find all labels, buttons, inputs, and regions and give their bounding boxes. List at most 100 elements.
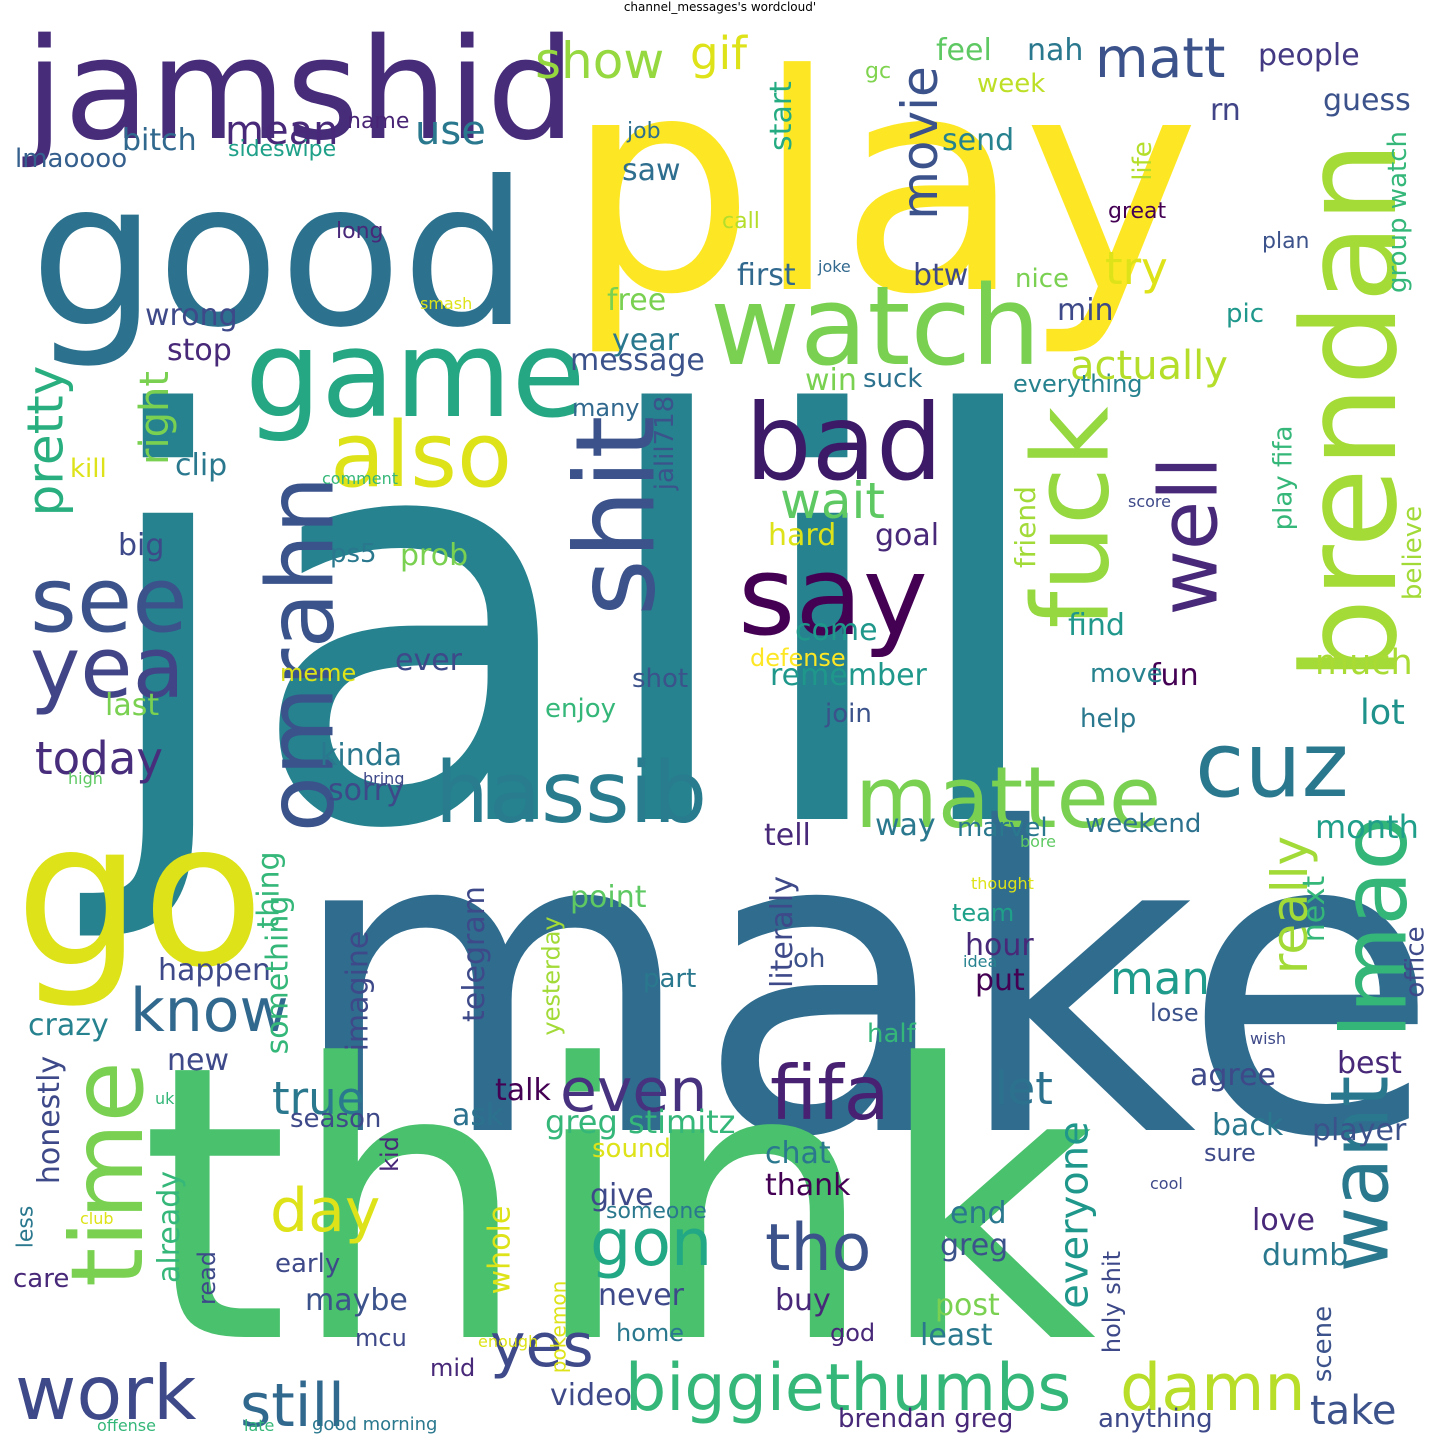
- word-buy: buy: [775, 1283, 831, 1318]
- word-help: help: [1080, 704, 1137, 734]
- word-sorry: sorry: [328, 773, 404, 808]
- word-video: video: [550, 1378, 632, 1413]
- word-home: home: [616, 1319, 685, 1347]
- word-sure: sure: [1204, 1139, 1256, 1167]
- word-score: score: [1128, 492, 1171, 511]
- word-enough: enough: [478, 1332, 539, 1351]
- word-high: high: [68, 769, 103, 788]
- word-try: try: [1105, 242, 1168, 295]
- word-read: read: [192, 1250, 221, 1306]
- word-mean: mean: [225, 108, 339, 154]
- word-clip: clip: [175, 448, 228, 483]
- word-maybe: maybe: [305, 1283, 408, 1318]
- word-use: use: [415, 108, 486, 154]
- word-call: call: [722, 209, 760, 234]
- word-anything: anything: [1098, 1404, 1213, 1434]
- word-dumb: dumb: [1262, 1238, 1349, 1273]
- word-put: put: [975, 963, 1025, 998]
- word-much: much: [1315, 643, 1413, 683]
- word-move: move: [1090, 659, 1163, 689]
- word-long: long: [336, 219, 384, 244]
- word-go: go: [15, 779, 265, 1012]
- word-kid: kid: [376, 1136, 404, 1172]
- word-min: min: [1057, 293, 1114, 328]
- word-part: part: [643, 964, 697, 994]
- word-year: year: [612, 323, 679, 358]
- word-chat: chat: [765, 1136, 831, 1171]
- word-yes: yes: [490, 1311, 594, 1381]
- word-god: god: [830, 1319, 876, 1347]
- word-office: office: [1401, 926, 1431, 998]
- word-find: find: [1068, 608, 1125, 643]
- word-meme: meme: [280, 659, 357, 687]
- word-stop: stop: [167, 333, 232, 368]
- word-uk: uk: [155, 1089, 175, 1108]
- word-pic: pic: [1226, 299, 1265, 329]
- word-comment: comment: [322, 469, 399, 488]
- word-hard: hard: [768, 518, 837, 553]
- word-less: less: [12, 1205, 38, 1249]
- word-lose: lose: [1150, 999, 1199, 1027]
- word-feel: feel: [936, 33, 992, 68]
- word-month: month: [1315, 808, 1419, 846]
- word-play: play: [565, 16, 1201, 360]
- word-early: early: [275, 1249, 341, 1279]
- word-everyone: everyone: [1051, 1120, 1098, 1309]
- word-cool: cool: [1150, 1174, 1183, 1193]
- word-wish: wish: [1250, 1029, 1287, 1048]
- word-also: also: [330, 403, 513, 508]
- word-back: back: [1212, 1108, 1284, 1143]
- word-guess: guess: [1323, 83, 1411, 118]
- word-club: club: [80, 1209, 114, 1228]
- word-suck: suck: [863, 364, 923, 394]
- word-gif: gif: [690, 27, 747, 80]
- word-play-fifa: play fifa: [1268, 426, 1298, 531]
- word-mid: mid: [430, 1354, 476, 1382]
- word-new: new: [167, 1043, 230, 1078]
- word-next: next: [1297, 876, 1332, 943]
- word-show: show: [535, 32, 665, 90]
- word-still: still: [240, 1371, 345, 1440]
- word-today: today: [35, 732, 163, 785]
- word-start: start: [764, 81, 799, 151]
- word-wait: wait: [780, 472, 886, 530]
- word-ask: ask: [452, 1098, 504, 1133]
- word-cuz: cuz: [1195, 713, 1349, 818]
- word-send: send: [942, 123, 1015, 158]
- word-joke: joke: [818, 257, 851, 276]
- word-idea: idea: [963, 952, 998, 971]
- word-think: think: [140, 984, 1097, 1427]
- word-holy-shit: holy shit: [1098, 1251, 1126, 1354]
- word-name: name: [347, 109, 410, 134]
- word-goal: goal: [875, 518, 940, 553]
- word-lmaoooo: lmaoooo: [15, 144, 128, 174]
- word-way: way: [875, 808, 936, 843]
- word-already: already: [152, 1171, 187, 1284]
- word-nah: nah: [1027, 33, 1084, 68]
- word-gc: gc: [865, 59, 892, 84]
- word-prob: prob: [400, 538, 469, 573]
- word-people: people: [1258, 38, 1360, 73]
- word-hassib: hassib: [435, 744, 708, 843]
- word-first: first: [737, 258, 796, 293]
- word-group-watch: group watch: [1382, 130, 1413, 293]
- word-defense: defense: [750, 644, 846, 672]
- word-post: post: [935, 1288, 1000, 1323]
- word-saw: saw: [622, 153, 681, 188]
- word-greg: greg: [940, 1228, 1009, 1263]
- word-jalil: jalil: [90, 300, 1056, 952]
- word-pokemon: pokemon: [546, 1281, 570, 1374]
- word-season: season: [290, 1104, 382, 1134]
- word-ps5: ps5: [330, 539, 377, 569]
- word-never: never: [598, 1278, 685, 1313]
- word-damn: damn: [1120, 1351, 1306, 1426]
- word-nice: nice: [1015, 264, 1069, 294]
- word-oh: oh: [793, 944, 826, 974]
- word-friend: friend: [1009, 486, 1042, 568]
- word-right: right: [131, 370, 178, 465]
- word-agree: agree: [1190, 1058, 1277, 1093]
- word-come: come: [795, 613, 878, 648]
- word-win: win: [805, 363, 857, 398]
- word-movie: movie: [890, 65, 949, 220]
- word-sideswipe: sideswipe: [228, 137, 337, 162]
